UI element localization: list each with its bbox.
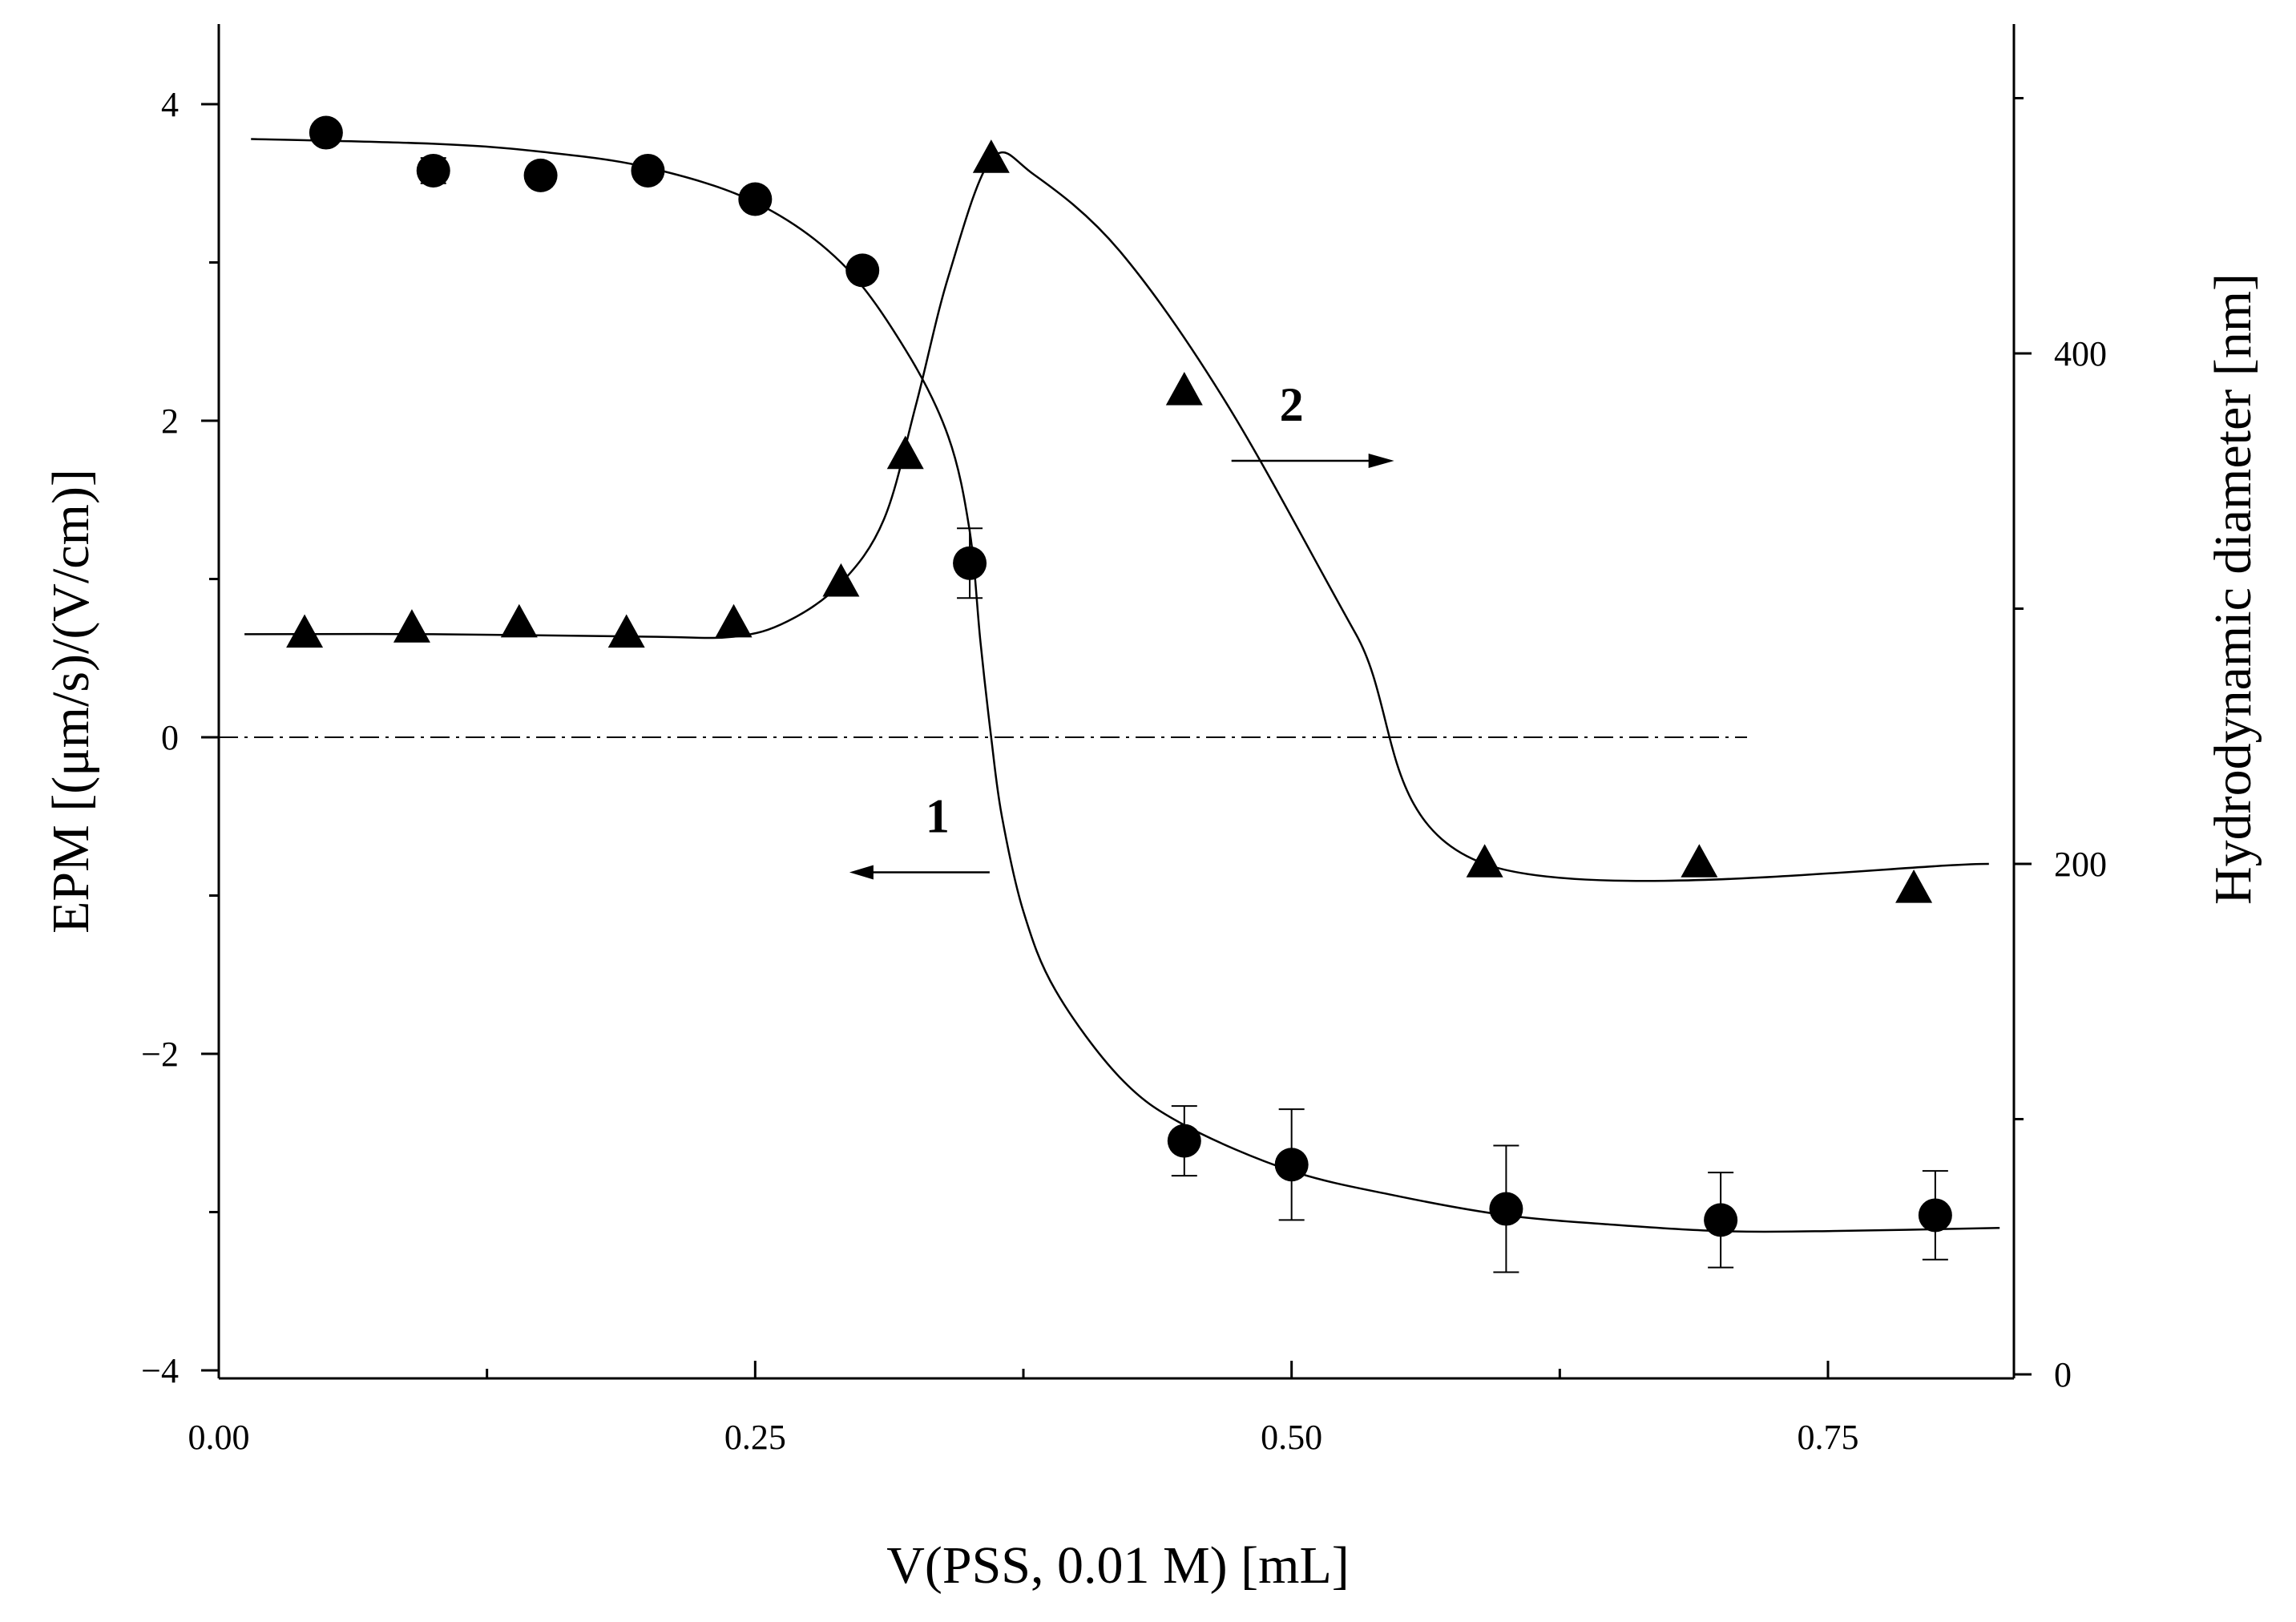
series-label-1: 1 [926, 790, 950, 843]
fit-curve-series-2 [244, 151, 1989, 882]
x-tick-label: 0.25 [724, 1418, 786, 1457]
data-point-triangle [715, 603, 753, 638]
data-point-triangle [1165, 371, 1203, 406]
series-label-2: 2 [1280, 378, 1304, 431]
data-point-circle [1489, 1192, 1523, 1226]
data-markers [286, 115, 1952, 1237]
data-point-circle [953, 546, 987, 580]
data-point-triangle [822, 563, 860, 597]
arrow-head-left [849, 865, 874, 880]
axis-titles: V(PSS, 0.01 M) [mL] EPM [(μm/s)/(V/cm)] … [42, 273, 2262, 1595]
x-tick-label: 0.50 [1261, 1418, 1322, 1457]
data-point-triangle [500, 603, 538, 638]
y-left-tick-label: 2 [161, 401, 179, 441]
data-point-triangle [1681, 844, 1718, 878]
data-point-triangle [972, 139, 1010, 173]
data-point-triangle [393, 609, 430, 643]
fit-curves [244, 138, 2000, 1233]
y-left-tick-label: −2 [141, 1035, 179, 1074]
data-point-triangle [607, 614, 645, 648]
series-annotations: 12 [849, 378, 1394, 880]
data-point-circle [1918, 1198, 1952, 1233]
axis-ticks: 0.00 0.25 0.50 0.75 4 2 0 −2 −4 400 200 0 [141, 85, 2107, 1457]
fit-curve-series-1 [251, 138, 2000, 1233]
data-point-triangle [886, 435, 924, 470]
y-right-axis-title: Hydrodynamic diameter [nm] [2204, 273, 2262, 905]
y-left-tick-label: 0 [161, 718, 179, 757]
data-point-circle [523, 158, 558, 192]
data-point-circle [845, 253, 880, 288]
x-tick-label: 0.75 [1798, 1418, 1859, 1457]
plot-frame [217, 24, 2016, 1380]
y-left-axis-title: EPM [(μm/s)/(V/cm)] [42, 469, 100, 934]
arrow-head-right [1368, 454, 1394, 468]
y-right-tick-label: 0 [2054, 1355, 2072, 1394]
y-right-tick-label: 200 [2054, 845, 2107, 884]
data-point-circle [631, 153, 665, 188]
data-point-triangle [286, 614, 324, 648]
data-point-circle [738, 182, 773, 216]
data-point-circle [309, 115, 343, 150]
y-left-tick-label: 4 [161, 85, 179, 124]
data-point-circle [1704, 1203, 1738, 1237]
x-axis-title: V(PSS, 0.01 M) [mL] [886, 1536, 1350, 1595]
data-point-circle [1167, 1124, 1201, 1158]
data-point-triangle [1895, 870, 1933, 903]
y-left-tick-label: −4 [141, 1351, 179, 1390]
error-bars [420, 157, 1948, 1273]
x-tick-label: 0.00 [188, 1418, 250, 1457]
data-point-circle [416, 153, 450, 188]
data-point-circle [1274, 1148, 1309, 1182]
y-right-tick-label: 400 [2054, 334, 2107, 373]
data-point-triangle [1466, 844, 1503, 878]
